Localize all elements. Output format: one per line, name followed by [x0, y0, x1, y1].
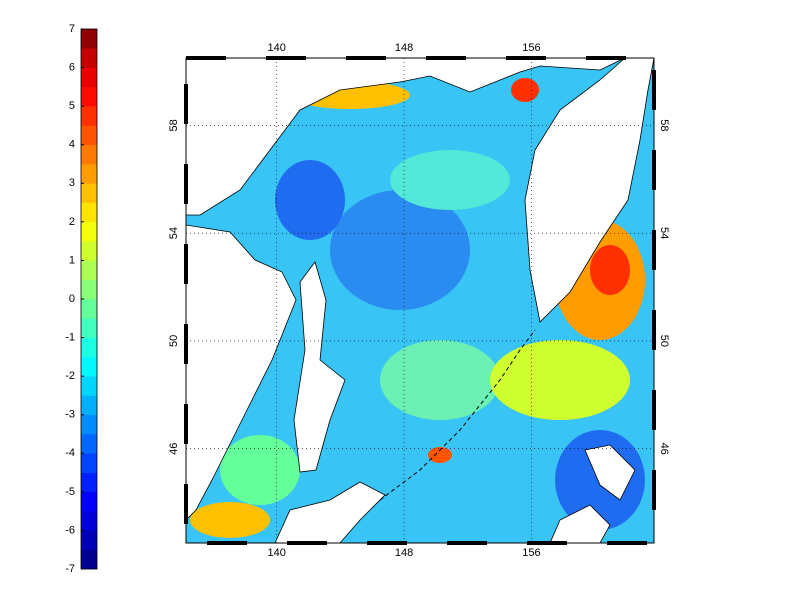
colorbar-band — [81, 511, 97, 531]
colorbar-band — [81, 29, 97, 49]
colorbar-band — [81, 414, 97, 435]
colorbar-tick-label: 3 — [69, 177, 75, 189]
lon-tick-label: 140 — [268, 42, 286, 54]
lat-tick-label: 50 — [168, 335, 180, 347]
sea-field — [275, 160, 345, 240]
kuril-islands — [379, 329, 536, 501]
map-frame — [185, 57, 655, 544]
colorbar-band — [81, 164, 97, 184]
sea-field — [511, 78, 539, 102]
colorbar-band — [81, 318, 97, 338]
sea-field — [490, 340, 630, 420]
colorbar-band — [81, 395, 97, 416]
colorbar-band — [81, 260, 97, 281]
colorbar-band — [81, 67, 97, 88]
colorbar-tick-label: -4 — [65, 447, 75, 459]
land — [185, 57, 626, 216]
colorbar-band — [81, 491, 97, 512]
sea-field — [390, 150, 510, 210]
colorbar-band — [81, 337, 97, 358]
colorbar-band — [81, 549, 97, 570]
colorbar-band — [81, 530, 97, 551]
lon-tick-label: 140 — [268, 547, 286, 559]
colorbar-band — [81, 472, 97, 493]
lat-tick-label: 58 — [658, 119, 670, 131]
lat-tick-label: 46 — [168, 443, 180, 455]
colorbar-band — [81, 241, 97, 261]
sea-field — [330, 190, 470, 310]
land — [524, 57, 655, 323]
colorbar-band — [81, 376, 97, 396]
sea-field — [590, 245, 630, 295]
colorbar-band — [81, 202, 97, 223]
land — [185, 224, 297, 521]
colorbar-tick-label: 7 — [69, 23, 75, 35]
colorbar-tick-label: 0 — [69, 293, 75, 305]
cloud-gap — [549, 504, 611, 544]
sea-field — [380, 340, 500, 420]
colorbar-band — [81, 453, 97, 473]
colorbar-tick-label: -1 — [65, 331, 75, 343]
cloud-gap — [584, 444, 636, 501]
colorbar-band — [81, 48, 97, 68]
colorbar-band — [81, 106, 97, 126]
colorbar-tick-label: 4 — [69, 139, 75, 151]
lat-tick-label: 54 — [168, 227, 180, 239]
lon-tick-label: 148 — [395, 42, 413, 54]
lon-tick-label: 148 — [395, 547, 413, 559]
lat-tick-label: 50 — [658, 335, 670, 347]
colorbar-tick-label: 2 — [69, 216, 75, 228]
colorbar-tick-label: -7 — [65, 563, 75, 575]
colorbar-band — [81, 183, 97, 203]
map — [185, 57, 655, 544]
sea-field — [428, 447, 452, 463]
colorbar-band — [81, 144, 97, 165]
colorbar-band — [81, 86, 97, 107]
colorbar-tick-label: -5 — [65, 486, 75, 498]
colorbar-tick-label: -2 — [65, 370, 75, 382]
lon-tick-label: 156 — [522, 42, 540, 54]
sea-field — [190, 502, 270, 538]
colorbar-band — [81, 299, 97, 319]
land — [274, 481, 386, 544]
colorbar-band — [81, 279, 97, 300]
colorbar-band — [81, 221, 97, 242]
colorbar-tick-label: -3 — [65, 409, 75, 421]
colorbar-band — [81, 434, 97, 454]
land — [293, 261, 346, 473]
colorbar-tick-label: 6 — [69, 61, 75, 73]
colorbar-tick-label: 5 — [69, 100, 75, 112]
sea-field — [220, 435, 300, 505]
colorbar-band — [81, 356, 97, 377]
lon-tick-label: 156 — [522, 547, 540, 559]
colorbar-tick-label: 1 — [69, 254, 75, 266]
colorbar-band — [81, 125, 97, 146]
lat-tick-label: 54 — [658, 227, 670, 239]
colorbar-tick-label: -6 — [65, 524, 75, 536]
lat-tick-label: 58 — [168, 119, 180, 131]
lat-tick-label: 46 — [658, 443, 670, 455]
